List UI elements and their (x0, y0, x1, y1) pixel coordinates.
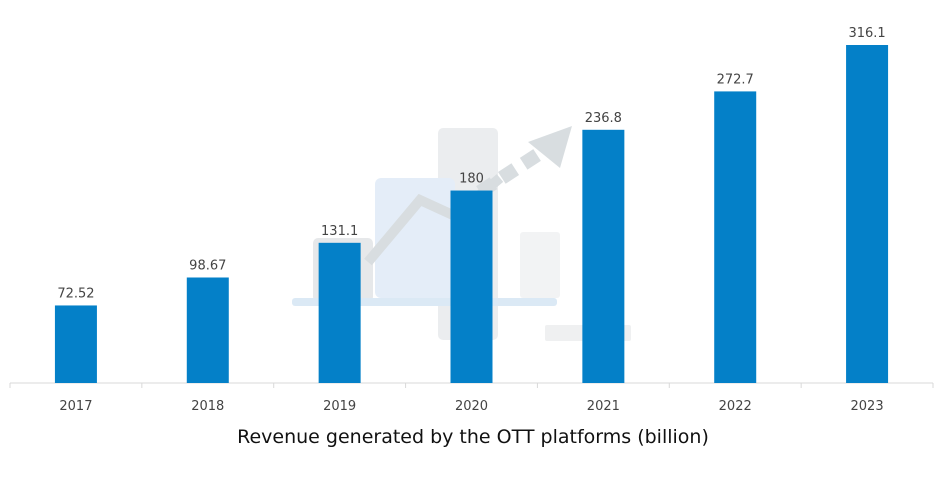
x-tick-label-2019: 2019 (323, 399, 356, 414)
bar-2020 (450, 190, 493, 383)
value-label-2018: 98.67 (189, 258, 226, 273)
x-tick-label-2023: 2023 (851, 399, 884, 414)
value-label-2019: 131.1 (321, 224, 358, 239)
bar-2018 (186, 277, 229, 383)
bar-2017 (54, 305, 97, 383)
bar-2021 (582, 129, 625, 383)
value-label-2023: 316.1 (848, 26, 885, 41)
x-axis-title: Revenue generated by the OTT platforms (… (237, 426, 709, 448)
x-tick-labels-group: 2017 2018 2019 2020 2021 2022 2023 (59, 399, 883, 414)
x-tick-label-2022: 2022 (719, 399, 752, 414)
x-tick-label-2018: 2018 (191, 399, 224, 414)
value-labels-group: 72.52 98.67 131.1 180 236.8 272.7 316.1 (57, 26, 885, 301)
bar-2022 (714, 91, 757, 383)
value-label-2020: 180 (459, 172, 484, 187)
x-tick-label-2017: 2017 (59, 399, 92, 414)
x-tick-label-2020: 2020 (455, 399, 488, 414)
bars-group (54, 45, 889, 383)
x-tick-label-2021: 2021 (587, 399, 620, 414)
value-label-2022: 272.7 (717, 72, 754, 87)
bar-2023 (846, 45, 889, 383)
value-label-2017: 72.52 (57, 286, 94, 301)
x-axis-ticks (9, 383, 934, 388)
value-label-2021: 236.8 (585, 111, 622, 126)
bar-2019 (318, 242, 361, 383)
